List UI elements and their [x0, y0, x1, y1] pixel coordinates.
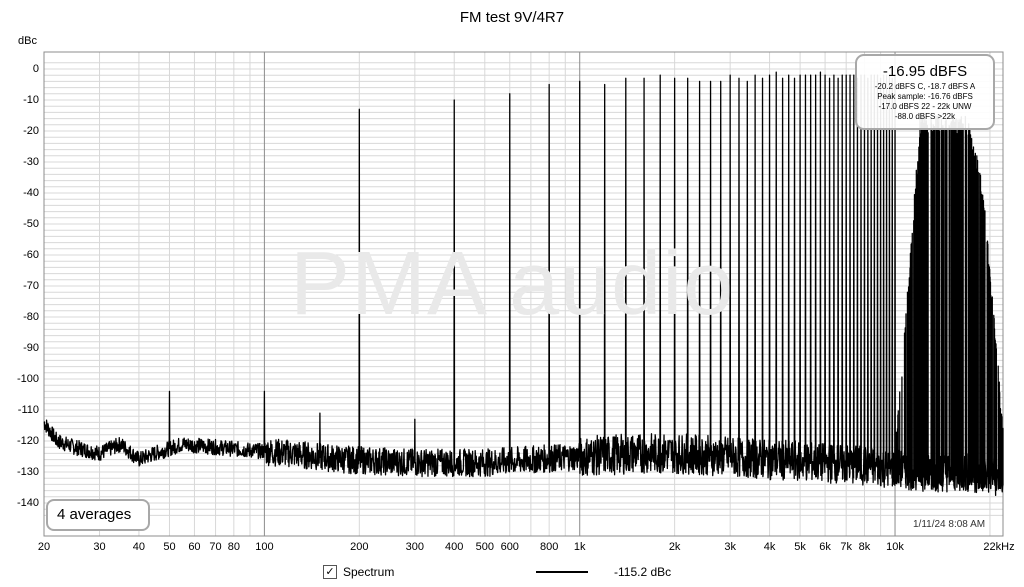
spectrum-trace — [43, 71, 1004, 497]
spectrum-line — [43, 71, 1004, 497]
plot-frame — [43, 51, 1004, 537]
chart-title: FM test 9V/4R7 — [459, 9, 565, 26]
y-tick-label: -60 — [23, 249, 39, 261]
x-tick-label: 20 — [37, 541, 51, 553]
legend-series-label: Spectrum — [343, 565, 395, 579]
spectrum-checkbox[interactable]: ✓ — [323, 565, 337, 579]
y-tick-label: -80 — [23, 311, 39, 323]
level-info-box: -16.95 dBFS -20.2 dBFS C, -18.7 dBFS A P… — [855, 54, 995, 130]
level-detail-3: -17.0 dBFS 22 - 22k UNW — [878, 102, 972, 111]
x-tick-label: 400 — [445, 541, 464, 553]
level-detail-1: -20.2 dBFS C, -18.7 dBFS A — [874, 82, 976, 91]
x-tick-label: 1k — [573, 541, 586, 553]
y-tick-label: -110 — [17, 404, 39, 416]
y-axis-unit: dBc — [18, 35, 37, 47]
x-tick-label: 60 — [188, 541, 201, 553]
y-tick-label: 0 — [32, 63, 39, 75]
x-tick-label: 7k — [840, 541, 852, 553]
x-tick-label: 30 — [93, 541, 106, 553]
x-tick-label: 22kHz — [983, 541, 1015, 553]
x-tick-label: 80 — [227, 541, 240, 553]
y-tick-label: -30 — [23, 156, 39, 168]
y-tick-label: -10 — [23, 94, 39, 106]
x-tick-label: 5k — [794, 541, 806, 553]
level-detail-4: -88.0 dBFS >22k — [894, 112, 956, 121]
x-tick-label: 40 — [132, 541, 146, 553]
y-tick-label: -90 — [23, 342, 39, 354]
y-tick-label: -120 — [16, 435, 39, 447]
x-tick-label: 50 — [163, 541, 176, 553]
x-tick-label: 10k — [886, 541, 904, 553]
x-tick-label: 8k — [858, 541, 871, 553]
x-tick-label: 300 — [405, 541, 425, 553]
y-tick-label: -140 — [16, 497, 39, 509]
y-tick-label: -20 — [23, 125, 39, 137]
x-tick-label: 6k — [819, 541, 831, 553]
x-tick-label: 600 — [500, 541, 519, 553]
x-tick-label: 70 — [209, 541, 222, 553]
x-tick-label: 800 — [539, 541, 559, 553]
x-tick-label: 200 — [350, 541, 369, 553]
averages-box: 4 averages — [46, 499, 150, 531]
x-tick-label: 3k — [724, 541, 736, 553]
x-tick-label: 2k — [668, 541, 681, 553]
y-tick-label: -130 — [16, 466, 39, 478]
level-detail-2: Peak sample: -16.76 dBFS — [877, 92, 973, 101]
legend-value: -115.2 dBc — [614, 565, 672, 579]
x-tick-label: 4k — [763, 541, 776, 553]
level-readout: -16.95 dBFS — [882, 63, 968, 80]
watermark: PMA audio — [290, 234, 735, 334]
timestamp: 1/11/24 8:08 AM — [913, 519, 986, 530]
y-tick-label: -50 — [23, 218, 39, 230]
x-tick-label: 500 — [475, 541, 494, 553]
x-tick-label: 100 — [255, 541, 274, 553]
legend-line-swatch — [536, 571, 588, 573]
y-tick-label: -70 — [23, 280, 39, 292]
y-tick-label: -40 — [23, 187, 39, 199]
y-tick-label: -100 — [16, 373, 39, 385]
